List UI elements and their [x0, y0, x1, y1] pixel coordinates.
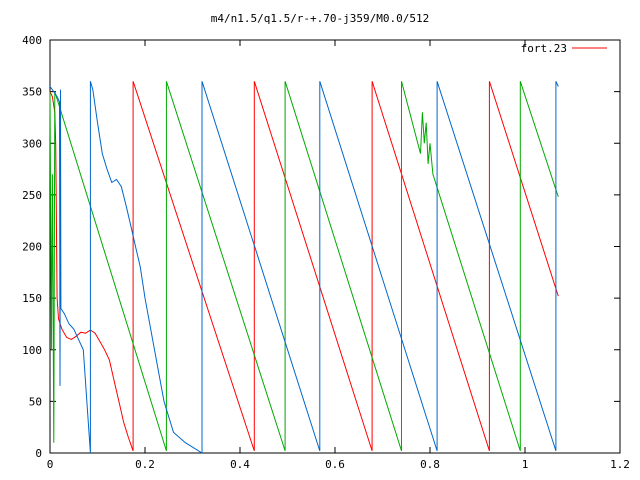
y-tick-label: 200	[22, 241, 42, 254]
y-tick-label: 150	[22, 292, 42, 305]
y-tick-label: 300	[22, 137, 42, 150]
y-tick-label: 100	[22, 344, 42, 357]
x-tick-label: 0.4	[230, 458, 250, 471]
x-tick-label: 0.8	[420, 458, 440, 471]
x-tick-label: 0.6	[325, 458, 345, 471]
y-tick-label: 350	[22, 86, 42, 99]
series-layer	[49, 81, 559, 454]
x-tick-label: 1.2	[610, 458, 630, 471]
legend-label-fort-23: fort.23	[521, 42, 567, 55]
x-tick-label: 0	[47, 458, 54, 471]
y-tick-label: 400	[22, 34, 42, 47]
x-tick-label: 0.2	[135, 458, 155, 471]
y-tick-label: 0	[35, 447, 42, 460]
y-tick-label: 50	[29, 395, 42, 408]
legend: fort.23	[521, 42, 607, 55]
series-line-0	[49, 81, 559, 452]
x-axis-ticks: 0 0.2 0.4 0.6 0.8 1 1.2	[47, 40, 630, 471]
y-axis-ticks: 0 50 100 150 200 250 300 350 400	[22, 34, 620, 460]
y-tick-label: 250	[22, 189, 42, 202]
series-line-1	[49, 81, 559, 452]
chart-title: m4/n1.5/q1.5/r-+.70-j359/M0.0/512	[211, 12, 430, 25]
series-line-2	[49, 81, 559, 454]
x-tick-label: 1	[522, 458, 529, 471]
